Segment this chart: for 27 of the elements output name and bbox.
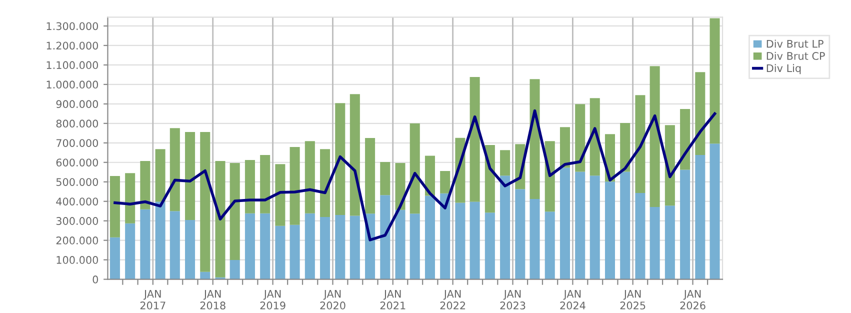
y-tick-label: 1.000.000: [46, 80, 98, 89]
y-tick-label: 500.000: [56, 178, 98, 186]
x-tick-label: JAN 2017: [140, 290, 166, 310]
x-tick-label: JAN 2024: [560, 290, 586, 310]
y-tick-label: 200.000: [56, 236, 98, 244]
x-tick-label: JAN 2026: [680, 290, 706, 310]
x-tick-label: JAN 2025: [620, 290, 646, 310]
y-tick-label: 700.000: [56, 139, 98, 147]
y-tick-label: 600.000: [56, 158, 98, 166]
y-tick-label: 0: [92, 276, 98, 284]
y-tick-label: 800.000: [56, 120, 98, 128]
x-tick-label: JAN 2022: [440, 290, 466, 310]
x-tick-label: JAN 2018: [200, 290, 226, 310]
x-tick-label: JAN 2023: [500, 290, 526, 310]
legend-label: Div Brut LP: [766, 40, 824, 48]
y-tick-label: 1.200.000: [46, 42, 98, 50]
y-tick-label: 400.000: [56, 198, 98, 206]
x-tick-label: JAN 2020: [320, 290, 346, 310]
y-tick-label: 1.300.000: [46, 22, 98, 30]
y-tick-label: 900.000: [56, 100, 98, 108]
y-tick-label: 100.000: [56, 256, 98, 264]
legend-label: Div Brut CP: [766, 52, 825, 60]
legend-label: Div Liq: [766, 64, 801, 74]
x-tick-label: JAN 2021: [380, 290, 406, 310]
y-tick-label: 1.100.000: [46, 61, 98, 70]
y-tick-label: 300.000: [56, 217, 98, 225]
x-tick-label: JAN 2019: [260, 290, 286, 310]
